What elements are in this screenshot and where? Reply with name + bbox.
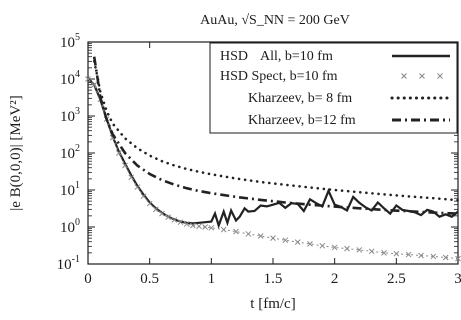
legend-box: [209, 42, 458, 134]
legend-swatch-hsd-spect: [401, 73, 443, 79]
legend-cross-marker: [437, 73, 443, 79]
series-layer: [85, 56, 461, 262]
y-tick-exponent: -1: [72, 254, 80, 265]
hsd-spect-point: [405, 251, 412, 258]
hsd-spect-point: [177, 219, 184, 226]
y-tick-label: 10-1: [57, 254, 80, 273]
y-axis-label: |e B(0,0,0)| [MeV²]: [8, 95, 24, 210]
hsd-spect-point: [430, 253, 437, 260]
y-tick-exponent: 5: [75, 32, 80, 43]
hsd-spect-point: [356, 247, 363, 253]
hsd-spect-point: [294, 239, 301, 245]
y-tick-label: 105: [60, 32, 80, 51]
hsd-spect-point: [270, 235, 276, 241]
y-tick-base: 10: [60, 109, 75, 125]
hsd-spect-point: [152, 206, 159, 213]
y-tick-label: 103: [60, 106, 80, 125]
legend-label-hsd-all-a: HSD: [220, 49, 248, 64]
legend-label-hsd-all-b: All, b=10 fm: [260, 49, 333, 64]
hsd-spect-point: [319, 242, 326, 249]
hsd-spect-point: [165, 214, 172, 220]
y-tick-exponent: 3: [75, 106, 80, 117]
hsd-spect-point: [257, 233, 264, 239]
hsd-spect-point: [183, 221, 190, 227]
hsd-spect-point: [418, 252, 424, 259]
y-tick-base: 10: [60, 72, 75, 88]
hsd-spect-point: [331, 244, 338, 251]
x-tick-label: 1.5: [264, 271, 283, 287]
hsd-spect-point: [233, 228, 239, 235]
hsd-spect-point: [189, 222, 196, 229]
y-tick-exponent: 1: [75, 180, 80, 191]
x-tick-label: 2.5: [387, 271, 406, 287]
hsd-spect-point: [202, 224, 209, 230]
hsd-spect-point: [122, 162, 128, 169]
hsd-spect-point: [344, 245, 350, 252]
legend-cross-marker: [401, 73, 407, 79]
hsd-spect-point: [128, 174, 135, 181]
hsd-spect-point: [146, 200, 153, 207]
chart-title: AuAu, √S_NN = 200 GeV: [200, 13, 350, 28]
x-tick-label: 1: [208, 271, 216, 287]
hsd-spect-point: [381, 250, 387, 256]
hsd-spect-point: [134, 184, 141, 190]
hsd-spect-point: [140, 193, 147, 200]
hsd-spect-point: [171, 217, 178, 223]
y-tick-label: 101: [60, 180, 80, 199]
y-tick-exponent: 0: [75, 217, 80, 228]
hsd-spect-point: [85, 76, 91, 82]
y-tick-exponent: 4: [75, 69, 80, 80]
legend-label-kharzeev-12: Kharzeev, b=12 fm: [248, 113, 356, 128]
y-tick-exponent: 2: [75, 143, 80, 154]
hsd-spect-point: [208, 224, 215, 231]
y-tick-base: 10: [60, 35, 75, 51]
y-tick-base: 10: [60, 183, 75, 199]
hsd-spect-point: [159, 210, 165, 217]
legend-label-kharzeev-8: Kharzeev, b= 8 fm: [248, 91, 352, 106]
legend: HSD All, b=10 fm HSD Spect, b=10 fm Khar…: [209, 42, 458, 134]
hsd-spect-point: [220, 226, 227, 233]
x-axis-label: t [fm/c]: [250, 296, 295, 312]
y-tick-label: 102: [60, 143, 80, 162]
hsd-spect-point: [442, 254, 449, 261]
hsd-spect-point: [455, 255, 461, 262]
y-tick-label: 100: [60, 217, 80, 236]
hsd-spect-point: [393, 250, 400, 257]
y-tick-base: 10: [60, 220, 75, 236]
hsd-spect-point: [307, 241, 313, 247]
hsd-spect-point: [368, 248, 375, 255]
x-tick-label: 0: [84, 271, 92, 287]
series-kharzeev-8: [92, 60, 460, 202]
hsd-spect-point: [196, 223, 202, 230]
x-tick-label: 3: [454, 271, 461, 287]
y-tick-base: 10: [57, 257, 72, 273]
hsd-spect-point: [91, 81, 98, 88]
hsd-spect-point: [115, 150, 122, 156]
y-tick-label: 104: [60, 69, 80, 88]
hsd-spect-point: [282, 237, 289, 244]
legend-cross-marker: [419, 73, 425, 79]
x-tick-label: 2: [331, 271, 339, 287]
legend-label-hsd-spect: HSD Spect, b=10 fm: [220, 69, 338, 84]
hsd-spect-point: [245, 231, 252, 237]
x-tick-label: 0.5: [140, 271, 159, 287]
y-tick-base: 10: [60, 146, 75, 162]
